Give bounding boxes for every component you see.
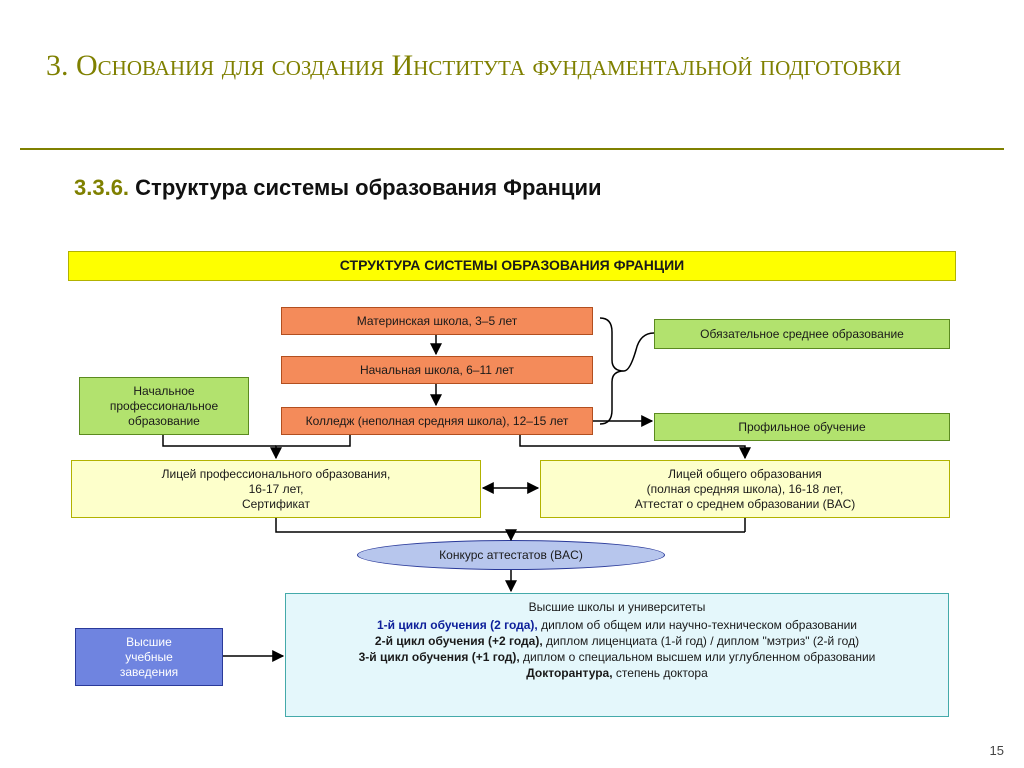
subtitle-prefix: 3.3.6. xyxy=(74,175,129,200)
box-vocational: Начальное профессиональное образование xyxy=(79,377,249,435)
title-rule xyxy=(20,148,1004,150)
box-lycee_gen: Лицей общего образования (полная средняя… xyxy=(540,460,950,518)
slide-title: 3. Основания для создания Института фунд… xyxy=(46,46,976,85)
page-number-text: 15 xyxy=(990,743,1004,758)
box-lycee_prof: Лицей профессионального образования, 16-… xyxy=(71,460,481,518)
box-college: Колледж (неполная средняя школа), 12–15 … xyxy=(281,407,593,435)
box-bac-ellipse: Конкурс аттестатов (BAC) xyxy=(357,540,665,570)
box-compulsory: Обязательное среднее образование xyxy=(654,319,950,349)
box-profile: Профильное обучение xyxy=(654,413,950,441)
box-maternal: Материнская школа, 3–5 лет xyxy=(281,307,593,335)
box-higher: Высшие учебные заведения xyxy=(75,628,223,686)
box-university: Высшие школы и университеты1-й цикл обуч… xyxy=(285,593,949,717)
box-primary: Начальная школа, 6–11 лет xyxy=(281,356,593,384)
slide-subtitle: 3.3.6. Структура системы образования Фра… xyxy=(74,175,954,201)
slide-title-text: 3. Основания для создания Института фунд… xyxy=(46,49,901,82)
page-number: 15 xyxy=(990,743,1004,758)
box-banner: СТРУКТУРА СИСТЕМЫ ОБРАЗОВАНИЯ ФРАНЦИИ xyxy=(68,251,956,281)
subtitle-rest: Структура системы образования Франции xyxy=(129,175,601,200)
slide: { "slide": { "title": "3. Основания для … xyxy=(0,0,1024,768)
